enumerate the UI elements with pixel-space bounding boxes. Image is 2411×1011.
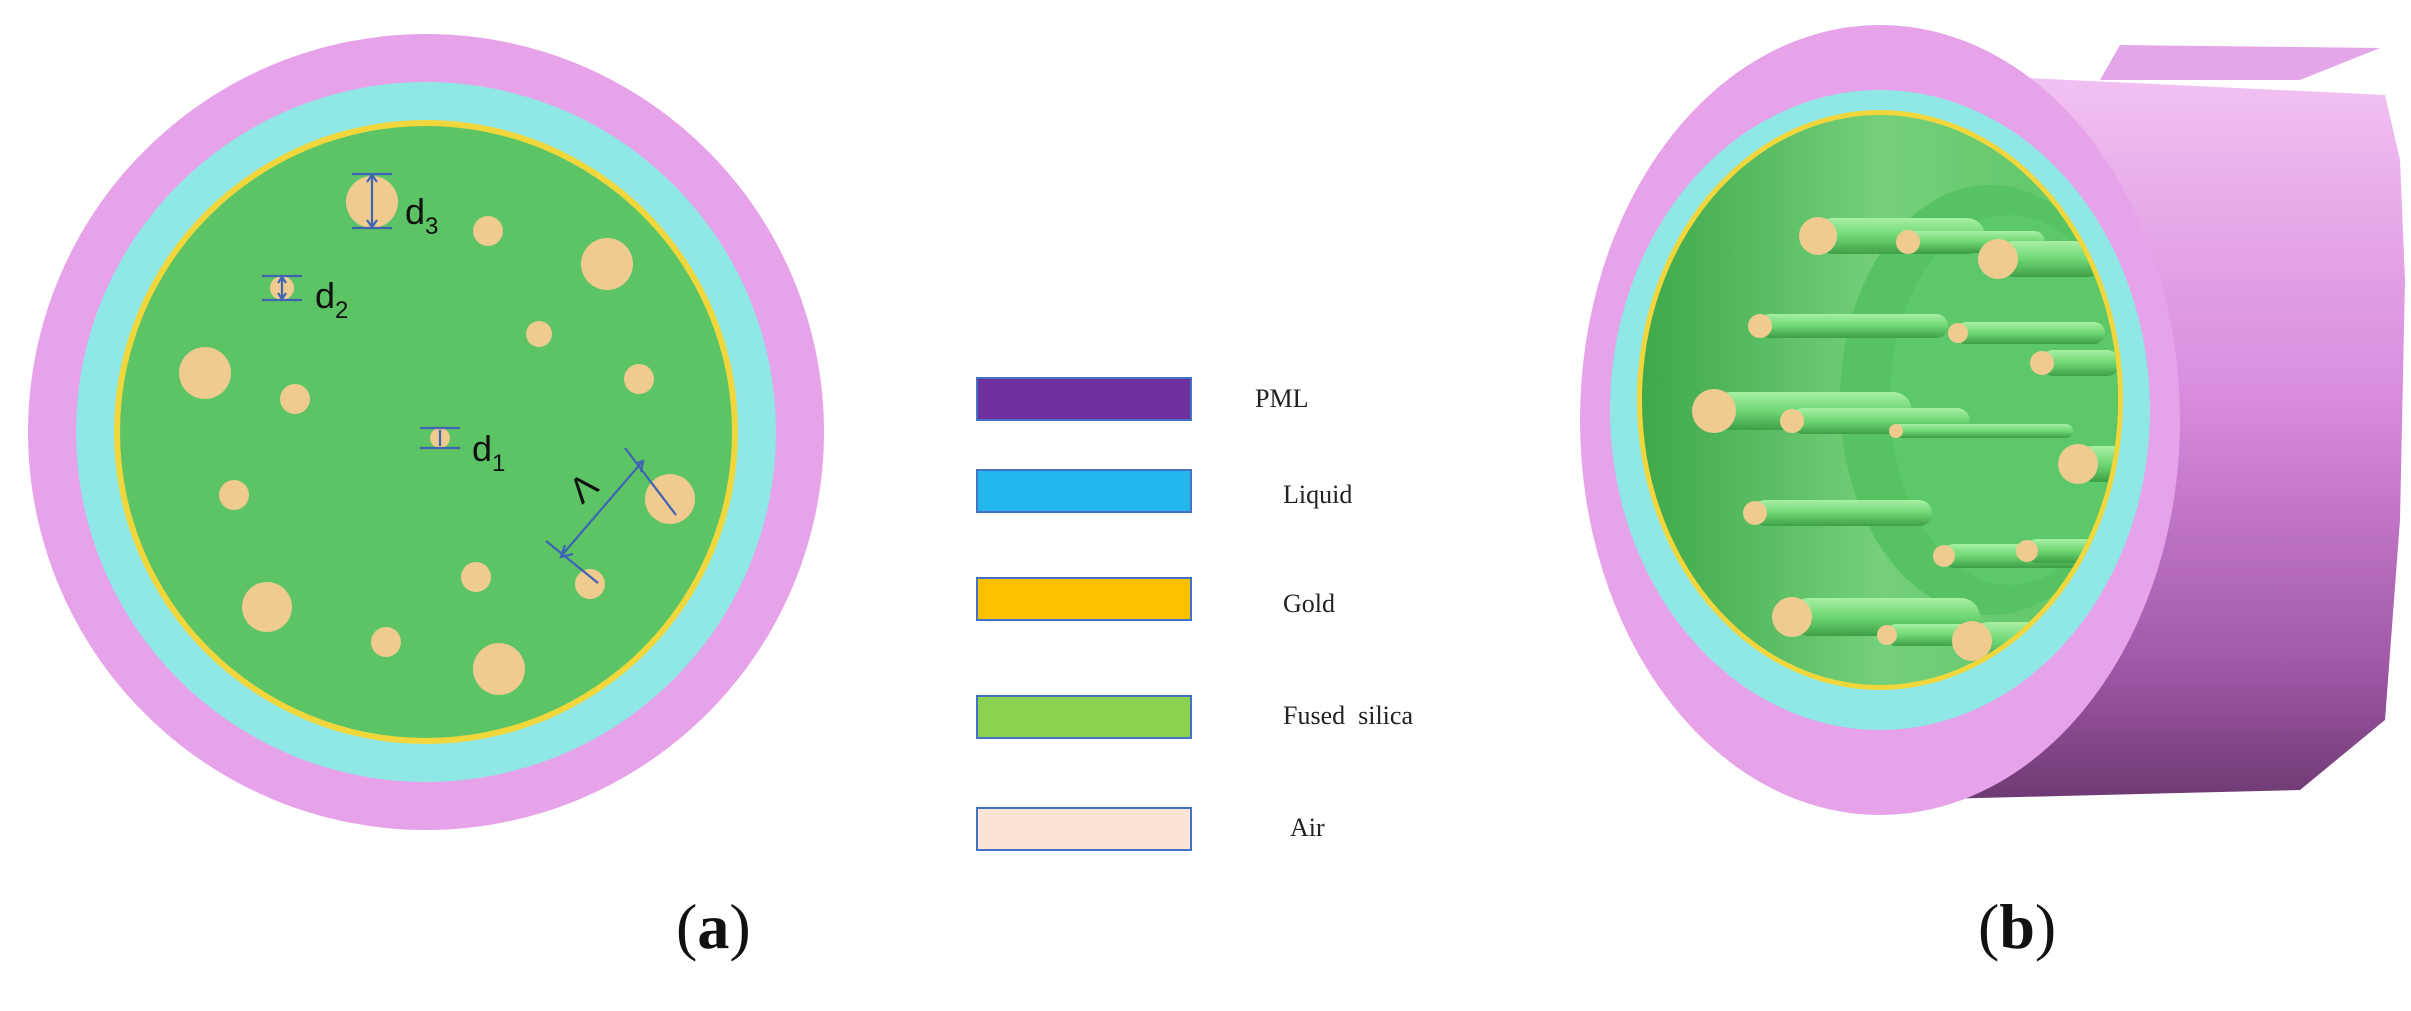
pitch-marker (561, 461, 643, 556)
legend-swatch-pml (976, 377, 1192, 421)
legend-label-silica: Fused silica (1283, 701, 1413, 730)
d1-label: d1 (472, 428, 505, 477)
air-hole-3d (2016, 540, 2038, 562)
air-hole-3d (1692, 389, 1736, 433)
air-hole-3d (1780, 409, 1804, 433)
air-hole-3d (1877, 625, 1897, 645)
air-hole (526, 321, 552, 347)
panel-a-cross-section: d3 d2 d1 Λ (28, 34, 824, 830)
air-hole-3d (1772, 597, 1812, 637)
d2-label: d2 (315, 275, 348, 324)
panel-a-label: (a) (676, 891, 751, 962)
air-hole-3d (1948, 323, 1968, 343)
panel-b-label: (b) (1978, 891, 2057, 962)
legend-label-gold: Gold (1283, 589, 1335, 618)
air-hole-3d (1748, 314, 1772, 338)
air-holes (179, 176, 695, 695)
air-hole-3d (2058, 444, 2098, 484)
air-hole (242, 582, 292, 632)
air-hole (179, 347, 231, 399)
legend-swatch-silica (976, 695, 1192, 739)
legend-label-air: Air (1290, 813, 1325, 842)
legend-swatch-gold (976, 577, 1192, 621)
air-hole (219, 480, 249, 510)
air-hole (461, 562, 491, 592)
air-hole (371, 627, 401, 657)
air-hole-3d (1978, 239, 2018, 279)
d3-label: d3 (405, 191, 438, 240)
legend: PML Liquid Gold Fused silica Air (976, 377, 1413, 851)
air-hole (473, 216, 503, 246)
air-hole-3d (1799, 217, 1837, 255)
legend-swatch-liquid (976, 469, 1192, 513)
air-hole (581, 238, 633, 290)
air-hole (624, 364, 654, 394)
air-hole (473, 643, 525, 695)
dimension-lines (262, 172, 677, 584)
air-hole-rods (1692, 217, 2118, 661)
air-hole (575, 569, 605, 599)
legend-label-liquid: Liquid (1283, 480, 1352, 509)
air-hole (280, 384, 310, 414)
air-hole-3d (1743, 501, 1767, 525)
legend-label-pml: PML (1255, 384, 1308, 413)
panel-b-3d-view (1580, 25, 2405, 815)
legend-swatch-air (976, 807, 1192, 851)
air-hole-3d (1896, 230, 1920, 254)
air-hole-3d (2030, 351, 2054, 375)
air-hole-3d (1952, 621, 1992, 661)
air-hole (645, 474, 695, 524)
air-hole-3d (1889, 424, 1903, 438)
air-hole-3d (1933, 545, 1955, 567)
